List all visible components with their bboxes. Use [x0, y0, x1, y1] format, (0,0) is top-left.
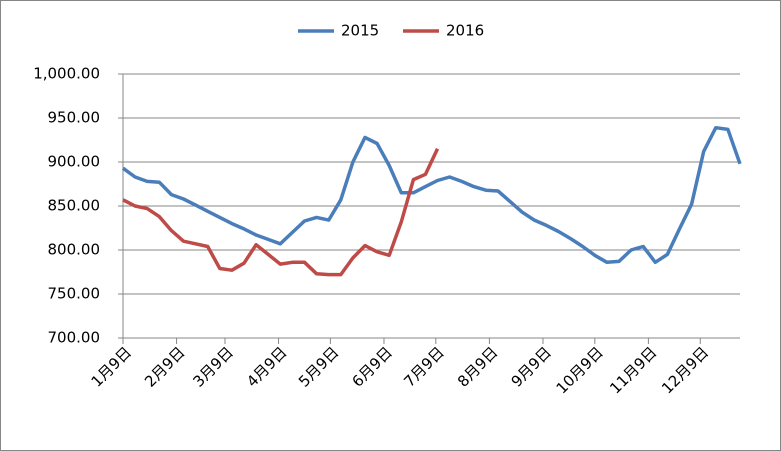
series-line	[121, 125, 742, 265]
legend-label: 2016	[446, 22, 484, 40]
series-line	[122, 148, 440, 277]
y-tick-label: 800.00	[48, 241, 101, 259]
y-tick-label: 850.00	[48, 197, 101, 215]
y-tick-label: 950.00	[48, 109, 101, 127]
legend-label: 2015	[341, 22, 379, 40]
y-tick-label: 700.00	[48, 329, 101, 347]
y-tick-label: 900.00	[48, 153, 101, 171]
y-tick-label: 750.00	[48, 285, 101, 303]
y-tick-label: 1,000.00	[33, 65, 100, 83]
